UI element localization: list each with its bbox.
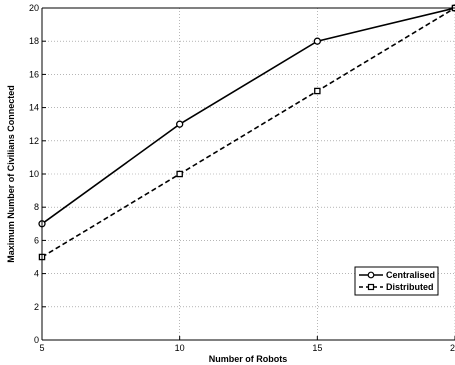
y-tick-label: 10 bbox=[29, 169, 39, 179]
y-tick-label: 20 bbox=[29, 3, 39, 13]
x-tick-label: 15 bbox=[312, 343, 322, 353]
series-line-centralised bbox=[41, 7, 455, 225]
legend-label-distributed: Distributed bbox=[386, 282, 434, 292]
y-tick-label: 2 bbox=[34, 302, 39, 312]
y-tick-label: 18 bbox=[29, 36, 39, 46]
data-point-distributed bbox=[176, 170, 183, 178]
x-tick-label: 5 bbox=[39, 343, 44, 353]
y-tick-label: 6 bbox=[34, 235, 39, 245]
data-point-centralised bbox=[176, 120, 184, 128]
series-line-distributed bbox=[41, 7, 455, 258]
x-tick-label: 20 bbox=[450, 343, 455, 353]
y-tick-label: 8 bbox=[34, 202, 39, 212]
y-axis-title: Maximum Number of Civilians Connected bbox=[6, 85, 16, 263]
x-axis-title: Number of Robots bbox=[209, 354, 288, 364]
legend-marker-distributed bbox=[367, 283, 375, 291]
legend: Centralised Distributed bbox=[354, 266, 439, 296]
axis-ticks: 5 10 15 20 0 2 4 6 8 10 12 14 16 18 20 bbox=[29, 3, 455, 353]
legend-box bbox=[354, 266, 439, 296]
legend-item-distributed: Distributed bbox=[359, 282, 434, 292]
legend-label-centralised: Centralised bbox=[386, 270, 435, 280]
grid-lines bbox=[42, 8, 455, 340]
y-tick-label: 0 bbox=[34, 335, 39, 345]
data-point-centralised bbox=[313, 37, 321, 45]
legend-marker-centralised bbox=[367, 271, 375, 279]
y-tick-label: 4 bbox=[34, 269, 39, 279]
x-tick-label: 10 bbox=[175, 343, 185, 353]
y-tick-label: 14 bbox=[29, 103, 39, 113]
data-point-distributed bbox=[314, 87, 321, 95]
y-tick-label: 16 bbox=[29, 69, 39, 79]
legend-item-centralised: Centralised bbox=[359, 270, 435, 280]
y-tick-label: 12 bbox=[29, 136, 39, 146]
